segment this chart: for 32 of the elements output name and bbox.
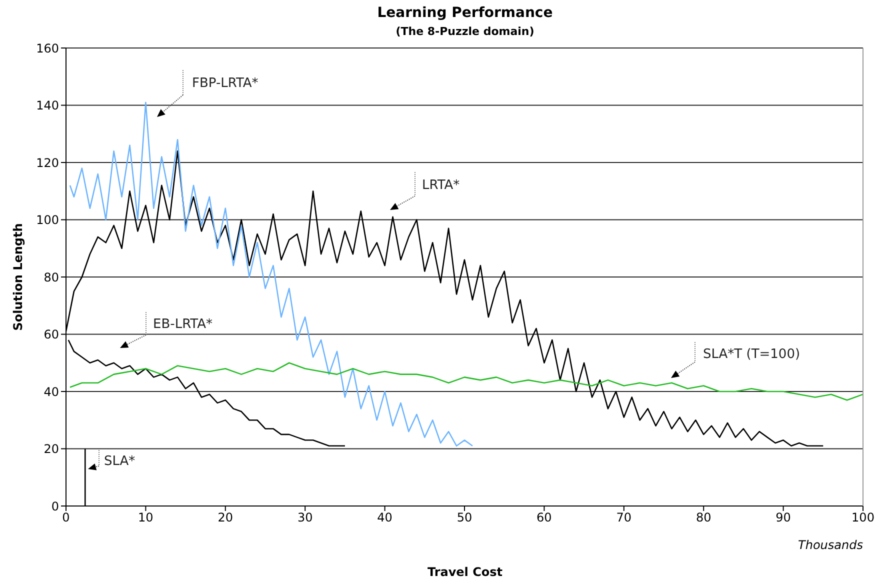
- series-label: SLA*T (T=100): [703, 347, 800, 362]
- y-tick-label: 160: [36, 41, 59, 56]
- series-label: SLA*: [104, 454, 136, 469]
- x-axis-title: Travel Cost: [427, 565, 503, 579]
- text: LRTA*: [422, 178, 460, 193]
- y-tick-label: 0: [51, 499, 59, 514]
- x-tick-label: 90: [776, 510, 791, 525]
- x-tick-label: 0: [62, 510, 70, 525]
- y-tick-label: 40: [44, 384, 59, 399]
- x-tick-label: 60: [536, 510, 552, 525]
- y-tick-label: 140: [36, 98, 59, 113]
- x-tick-label: 30: [297, 510, 313, 525]
- y-tick-label: 60: [44, 328, 59, 342]
- line-series: [69, 362, 863, 401]
- line-series: [69, 102, 474, 447]
- x-tick-label: 50: [456, 510, 472, 525]
- y-tick-label: 100: [36, 213, 59, 228]
- y-tick-label: 20: [44, 442, 59, 456]
- x-tick-label: 40: [377, 510, 392, 525]
- y-tick-label: 120: [36, 156, 59, 170]
- text: EB-LRTA*: [153, 317, 213, 332]
- chart-subtitle: (The 8-Puzzle domain): [396, 25, 534, 38]
- text: FBP-LRTA*: [192, 76, 259, 91]
- x-tick-label: 10: [138, 510, 154, 525]
- x-tick-label: 20: [218, 510, 234, 525]
- y-tick-label: 80: [44, 270, 59, 284]
- x-tick-label: 80: [696, 510, 712, 525]
- text: Thousands: [798, 538, 863, 552]
- x-tick-label: 100: [852, 510, 874, 525]
- y-axis-title: Solution Length: [11, 223, 25, 331]
- x-tick-label: 70: [616, 510, 632, 525]
- chart-title: Learning Performance: [377, 5, 553, 21]
